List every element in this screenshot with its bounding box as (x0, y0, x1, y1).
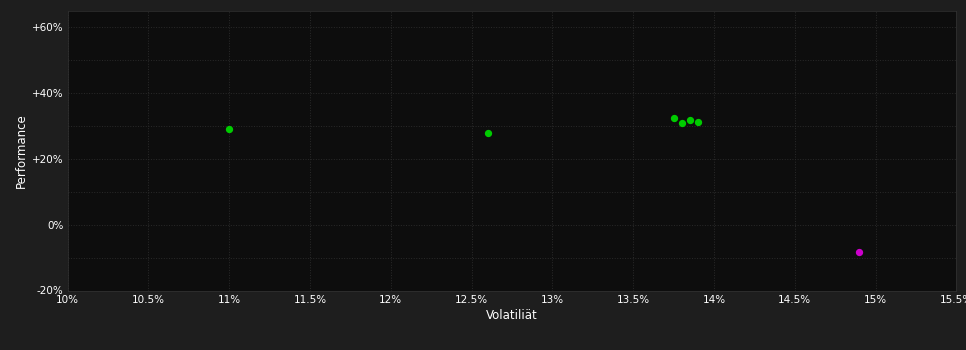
Point (682, 117, 697, 122)
Point (690, 119, 705, 124)
Point (666, 115, 681, 120)
Point (852, 249, 867, 255)
X-axis label: Volatiliät: Volatiliät (486, 309, 538, 322)
Y-axis label: Performance: Performance (14, 113, 28, 188)
Point (221, 126, 237, 132)
Point (480, 130, 496, 136)
Point (674, 120, 690, 126)
